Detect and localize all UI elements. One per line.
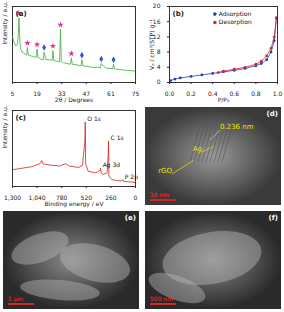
svg-text:2θ / Degrees: 2θ / Degrees [55, 96, 93, 104]
svg-text:47: 47 [82, 89, 91, 97]
svg-text:(a): (a) [16, 10, 27, 18]
svg-text:Binding energy / eV: Binding energy / eV [44, 200, 104, 208]
svg-text:19: 19 [33, 90, 41, 97]
svg-text:0.6: 0.6 [230, 90, 240, 97]
svg-text:1,300: 1,300 [4, 194, 21, 201]
svg-text:33: 33 [57, 89, 66, 97]
svg-text:(c): (c) [16, 114, 27, 122]
svg-text:(f): (f) [269, 214, 278, 222]
svg-text:Desorption: Desorption [219, 18, 252, 26]
svg-text:Ag: Ag [193, 145, 202, 153]
svg-text:O 1s: O 1s [87, 115, 101, 122]
svg-text:C 1s: C 1s [111, 134, 124, 141]
svg-text:780: 780 [56, 193, 68, 201]
svg-text:Adsorption: Adsorption [219, 10, 252, 18]
svg-text:0.4: 0.4 [208, 90, 218, 97]
svg-text:1 μm: 1 μm [8, 295, 24, 303]
svg-text:(d): (d) [267, 110, 278, 118]
svg-text:rGO: rGO [158, 167, 172, 175]
svg-text:500 nm: 500 nm [150, 295, 173, 302]
svg-text:0: 0 [134, 194, 138, 201]
svg-text:5: 5 [11, 90, 15, 97]
svg-text:20: 20 [153, 2, 161, 9]
svg-text:P 2p: P 2p [125, 173, 138, 181]
svg-text:Ag 3d: Ag 3d [103, 161, 121, 169]
svg-text:0.236 nm: 0.236 nm [220, 123, 254, 131]
svg-text:0.2: 0.2 [186, 90, 196, 97]
svg-text:1.0: 1.0 [273, 90, 283, 97]
svg-text:0: 0 [157, 78, 161, 85]
svg-text:8: 8 [157, 48, 161, 55]
svg-text:P/P₀: P/P₀ [218, 96, 230, 103]
svg-text:520: 520 [80, 193, 92, 201]
svg-text:0.0: 0.0 [165, 90, 175, 97]
svg-text:75: 75 [132, 90, 140, 97]
svg-text:Vₐ / cm³(STP) g⁻¹: Vₐ / cm³(STP) g⁻¹ [148, 18, 156, 69]
svg-text:Intensity / a.u.: Intensity / a.u. [1, 1, 9, 44]
svg-text:(e): (e) [125, 214, 136, 222]
svg-text:16: 16 [152, 17, 161, 25]
svg-text:0.8: 0.8 [251, 90, 261, 97]
svg-text:260: 260 [105, 194, 117, 201]
svg-text:(b): (b) [173, 10, 184, 18]
svg-text:61: 61 [107, 90, 115, 97]
svg-text:Intensity / a.u.: Intensity / a.u. [1, 105, 9, 148]
svg-text:10 nm: 10 nm [150, 191, 169, 198]
svg-text:4: 4 [157, 63, 161, 70]
svg-text:12: 12 [152, 32, 161, 40]
svg-text:1,040: 1,040 [29, 194, 46, 201]
